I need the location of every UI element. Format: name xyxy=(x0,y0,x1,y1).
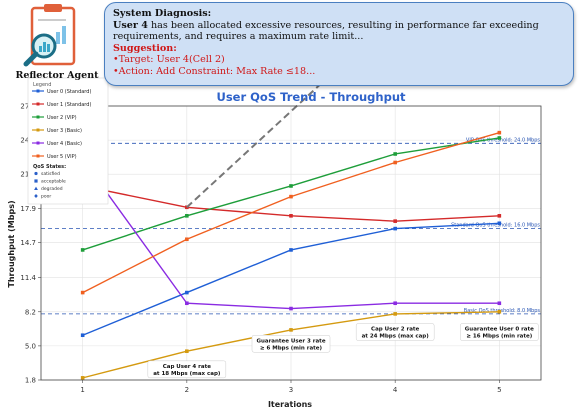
data-point xyxy=(497,301,502,306)
agent-label: Reflector Agent xyxy=(15,70,99,81)
y-tick-label: 5.0 xyxy=(25,342,36,350)
annotation-text: Cap User 2 rate xyxy=(371,327,419,333)
legend-marker xyxy=(36,89,40,93)
data-point xyxy=(497,221,502,226)
qos-state-label: satisfied xyxy=(41,171,60,177)
data-point xyxy=(289,214,293,218)
annotation-text: Guarantee User 3 rate xyxy=(256,338,325,344)
annotation-text: at 24 Mbps (max cap) xyxy=(362,334,430,340)
data-point xyxy=(393,219,397,223)
data-point xyxy=(289,248,293,252)
data-point xyxy=(80,248,85,252)
qos-states-title: QoS States: xyxy=(33,164,66,170)
diagnosis-lead: User 4 xyxy=(113,19,148,31)
y-tick-label: 17.9 xyxy=(20,205,36,213)
data-point xyxy=(185,290,189,295)
diagnosis-callout: System Diagnosis: User 4 has been alloca… xyxy=(104,2,574,86)
series-layer xyxy=(80,130,502,380)
threshold-label: Standard QoS threshold: 16.0 Mbps xyxy=(451,223,540,229)
annotation-box xyxy=(460,323,539,341)
data-point xyxy=(80,376,85,380)
legend-header: Legend xyxy=(33,82,51,88)
legend-label: User 4 (Basic) xyxy=(47,141,82,147)
data-point xyxy=(289,194,293,199)
qos-state-label: degraded xyxy=(41,186,63,192)
data-point xyxy=(289,184,293,188)
x-tick-label: 5 xyxy=(497,386,501,394)
annotation-text: at 18 Mbps (max cap) xyxy=(153,371,221,377)
projection-line xyxy=(186,62,344,209)
legend-marker xyxy=(36,115,40,119)
data-point xyxy=(497,214,502,218)
threshold-label: Basic QoS threshold: 8.0 Mbps xyxy=(464,308,541,314)
x-tick-label: 1 xyxy=(80,386,84,394)
annotation-box xyxy=(147,360,227,379)
legend-label: User 1 (Standard) xyxy=(47,102,91,108)
legend-label: User 5 (VIP) xyxy=(47,154,77,160)
data-point xyxy=(497,309,502,314)
data-point xyxy=(497,130,502,135)
legend-marker xyxy=(36,141,40,145)
x-tick-label: 3 xyxy=(289,386,293,394)
x-tick-label: 4 xyxy=(393,386,398,394)
data-point xyxy=(497,136,502,140)
y-tick-label: 11.4 xyxy=(20,274,36,282)
qos-marker-triangle xyxy=(34,186,38,190)
diagnosis-body: User 4 has been allocated excessive reso… xyxy=(113,20,565,43)
data-point xyxy=(393,312,397,316)
y-tick-label: 8.2 xyxy=(25,308,36,316)
projection-layer xyxy=(186,62,344,209)
qos-marker-diamond xyxy=(34,194,38,198)
suggestion-heading: Suggestion: xyxy=(113,42,177,54)
x-tick-label: 2 xyxy=(185,386,189,394)
annotation-text: ≥ 16 Mbps (min rate) xyxy=(466,334,532,340)
y-tick-label: 14.7 xyxy=(20,239,36,247)
suggestion-target: •Target: User 4(Cell 2) xyxy=(113,54,225,66)
clipboard-chart-magnifier-icon xyxy=(18,2,88,70)
data-point xyxy=(393,226,397,231)
qos-marker-circle xyxy=(34,171,38,176)
data-point xyxy=(185,237,189,242)
legend-marker xyxy=(36,128,40,132)
data-point xyxy=(185,301,189,306)
legend-label: User 0 (Standard) xyxy=(47,89,91,95)
legend-label: User 3 (Basic) xyxy=(47,128,82,134)
data-point xyxy=(185,349,189,354)
legend-marker xyxy=(36,154,40,158)
data-point xyxy=(393,160,397,165)
annotation-text: ≥ 6 Mbps (min rate) xyxy=(260,345,323,351)
qos-state-label: poor xyxy=(41,194,51,200)
qos-state-label: acceptable xyxy=(41,179,66,185)
x-axis-label: Iterations xyxy=(268,400,312,409)
data-point xyxy=(80,290,85,295)
annotation-box xyxy=(355,323,435,341)
data-point xyxy=(80,333,85,338)
diagnosis-text: has been allocated excessive resources, … xyxy=(113,19,539,43)
data-point xyxy=(289,306,293,311)
data-point xyxy=(393,152,397,156)
y-axis-label: Throughput (Mbps) xyxy=(7,200,16,287)
threshold-layer: VIP QoS threshold: 24.0 Mbps Standard QoS… xyxy=(41,137,541,315)
data-point xyxy=(393,301,397,306)
legend-marker xyxy=(36,102,40,106)
qos-marker-square xyxy=(34,179,38,183)
annotation-text: Cap User 4 rate xyxy=(163,364,211,370)
chart-title: User QoS Trend - Throughput xyxy=(217,90,407,104)
annotation-text: Guarantee User 0 rate xyxy=(465,327,534,333)
suggestion-action: •Action: Add Constraint: Max Rate ≤18... xyxy=(113,65,316,77)
y-tick-label: 1.8 xyxy=(25,377,36,385)
threshold-label: VIP QoS threshold: 24.0 Mbps xyxy=(466,137,540,143)
legend-box xyxy=(27,77,109,205)
legend-label: User 2 (VIP) xyxy=(47,115,77,121)
diagnosis-heading: System Diagnosis: xyxy=(113,8,212,19)
data-point xyxy=(289,328,293,332)
annotation-box xyxy=(251,335,331,353)
data-point xyxy=(185,214,189,218)
